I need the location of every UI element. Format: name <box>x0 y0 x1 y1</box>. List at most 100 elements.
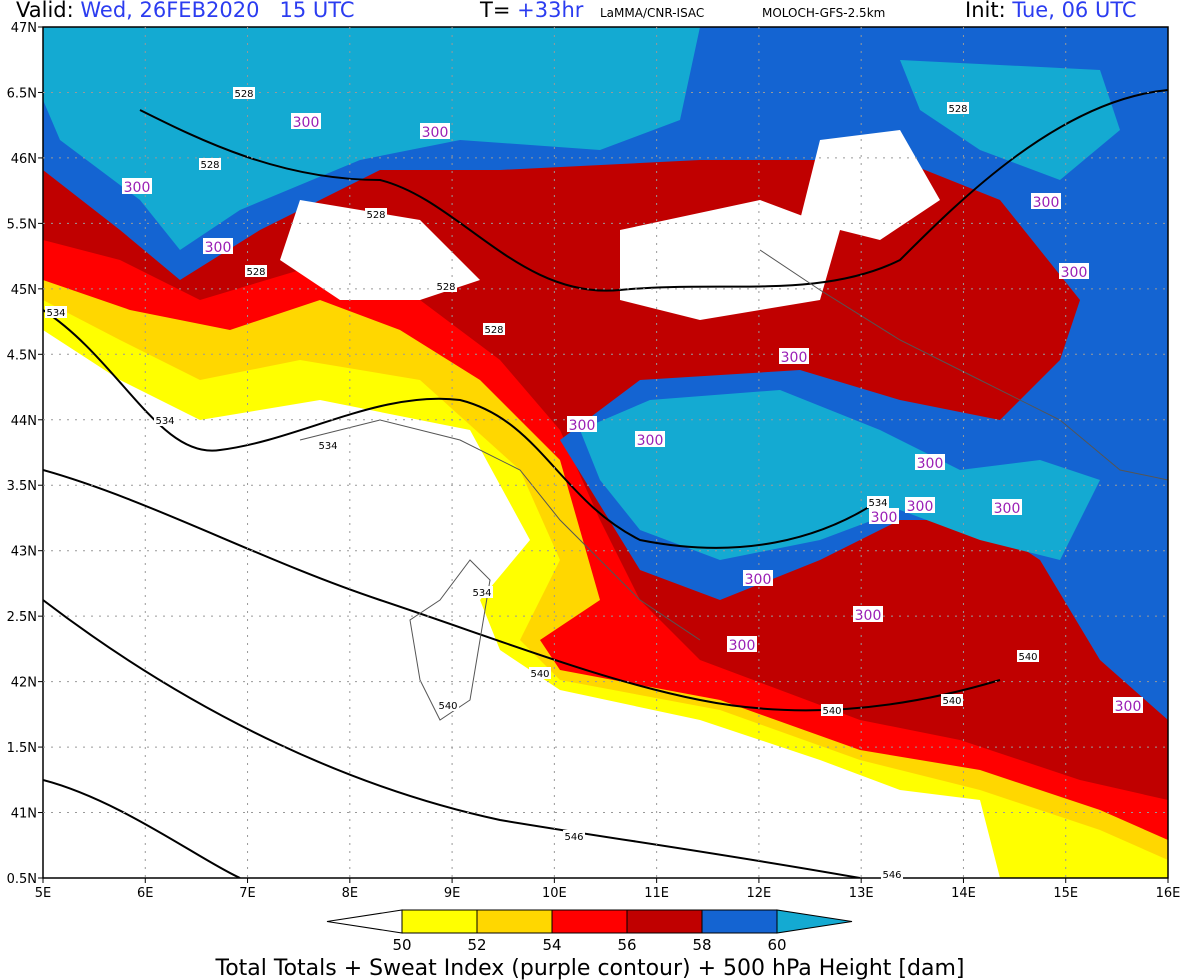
model-name: MOLOCH-GFS-2.5km <box>762 6 886 20</box>
svg-text:528: 528 <box>200 160 219 171</box>
height-contour-label: 528 <box>483 323 505 336</box>
forecast-step: T= +33hr <box>480 0 583 22</box>
svg-text:528: 528 <box>246 267 265 278</box>
svg-text:300: 300 <box>637 433 664 449</box>
height-contour-label: 528 <box>233 87 255 100</box>
lat-label: 3.5N <box>7 479 37 494</box>
contour-528 <box>139 89 1168 292</box>
svg-text:300: 300 <box>781 350 808 366</box>
sweat-contour-label: 300 <box>1059 263 1089 281</box>
sweat-contour-label: 300 <box>1031 193 1061 211</box>
lat-label: 1.5N <box>7 741 37 756</box>
height-contour-label: 540 <box>529 667 551 680</box>
sweat-contour-label: 300 <box>635 431 665 449</box>
colorbar-tick-label: 56 <box>617 936 636 954</box>
svg-text:528: 528 <box>234 89 253 100</box>
sweat-contour-label: 300 <box>905 497 935 515</box>
colorbar-segment <box>626 909 703 934</box>
svg-text:300: 300 <box>907 499 934 515</box>
sweat-contour-label: 300 <box>853 606 883 624</box>
colorbar-tick-label: 54 <box>542 936 561 954</box>
lon-label: 8E <box>342 886 359 901</box>
height-contour-label: 534 <box>317 439 339 452</box>
svg-text:534: 534 <box>155 416 174 427</box>
svg-text:300: 300 <box>1061 265 1088 281</box>
height-contour-label: 528 <box>245 265 267 278</box>
valid-time: Valid: Wed, 26FEB2020 15 UTC <box>16 0 354 22</box>
height-contour-label: 528 <box>199 158 221 171</box>
latitude-labels: 47N 6.5N 46N 5.5N 45N 4.5N 44N 3.5N 43N 2.5N 42N 1.… <box>7 21 43 887</box>
institution: LaMMA/CNR-ISAC <box>600 6 705 20</box>
height-contour-label: 528 <box>947 102 969 115</box>
lon-label: 15E <box>1053 886 1078 901</box>
lon-label: 9E <box>444 886 461 901</box>
svg-text:546: 546 <box>882 870 901 881</box>
init-time: Init: Tue, 06 UTC <box>965 0 1137 22</box>
svg-text:300: 300 <box>124 180 151 196</box>
sweat-contour-label: 300 <box>743 570 773 588</box>
colorbar: 50 52 54 56 58 60 <box>326 909 853 954</box>
svg-text:540: 540 <box>1018 652 1037 663</box>
contour-labels: 528 528 528 528 528 528 528 534 534 534 534 534 540 5… <box>45 87 1143 881</box>
svg-text:300: 300 <box>293 115 320 131</box>
svg-text:534: 534 <box>472 588 491 599</box>
field-white-west <box>43 420 480 878</box>
init-label: Init: <box>965 0 1006 22</box>
sweat-contour-label: 300 <box>727 636 757 654</box>
sweat-contour-label: 300 <box>291 113 321 131</box>
lat-label: 45N <box>11 283 37 298</box>
sweat-contour-label: 300 <box>420 123 450 141</box>
height-contour-label: 534 <box>867 496 889 509</box>
lat-label: 46N <box>11 152 37 167</box>
height-contour-label: 528 <box>435 280 457 293</box>
svg-text:300: 300 <box>422 125 449 141</box>
lat-label: 6.5N <box>7 86 37 101</box>
svg-text:300: 300 <box>855 608 882 624</box>
svg-text:528: 528 <box>366 210 385 221</box>
lat-label: 4.5N <box>7 348 37 363</box>
svg-text:300: 300 <box>871 510 898 526</box>
svg-text:534: 534 <box>318 441 337 452</box>
svg-text:528: 528 <box>436 282 455 293</box>
sweat-contour-label: 300 <box>779 348 809 366</box>
height-contour-label: 540 <box>437 699 459 712</box>
svg-text:534: 534 <box>868 498 887 509</box>
sweat-contour-label: 300 <box>915 454 945 472</box>
lon-label: 16E <box>1156 886 1180 901</box>
svg-text:540: 540 <box>942 696 961 707</box>
sweat-contour-label: 300 <box>992 499 1022 517</box>
sweat-contour-label: 300 <box>869 508 899 526</box>
svg-text:540: 540 <box>822 706 841 717</box>
svg-text:540: 540 <box>530 669 549 680</box>
sweat-contour-label: 300 <box>122 178 152 196</box>
lat-label: 41N <box>11 807 37 822</box>
lon-label: 12E <box>747 886 772 901</box>
height-contour-label: 540 <box>1017 650 1039 663</box>
valid-value: Wed, 26FEB2020 15 UTC <box>80 0 355 22</box>
colorbar-segment <box>551 909 628 934</box>
coastline-adriatic <box>759 249 1168 481</box>
contour-552 <box>43 779 241 878</box>
t-label: T= <box>480 0 511 22</box>
colorbar-segment <box>476 909 553 934</box>
contour-546 <box>43 599 861 878</box>
svg-text:300: 300 <box>745 572 772 588</box>
sweat-contour-label: 300 <box>567 416 597 434</box>
field-cyan <box>43 27 700 250</box>
field-white-south <box>400 680 900 878</box>
height-contour-label: 534 <box>471 586 493 599</box>
height-contour-label: 546 <box>563 830 585 843</box>
lon-label: 6E <box>137 886 154 901</box>
svg-text:528: 528 <box>484 325 503 336</box>
plot-frame <box>42 26 1169 879</box>
coastline-ligurian <box>299 419 701 641</box>
lat-label: 2.5N <box>7 610 37 625</box>
lon-label: 11E <box>644 886 669 901</box>
coastline-corsica <box>409 559 491 721</box>
lat-label: 0.5N <box>7 872 37 887</box>
lat-label: 47N <box>11 21 37 36</box>
valid-label: Valid: <box>16 0 74 22</box>
colorbar-arrow-high <box>776 909 853 934</box>
